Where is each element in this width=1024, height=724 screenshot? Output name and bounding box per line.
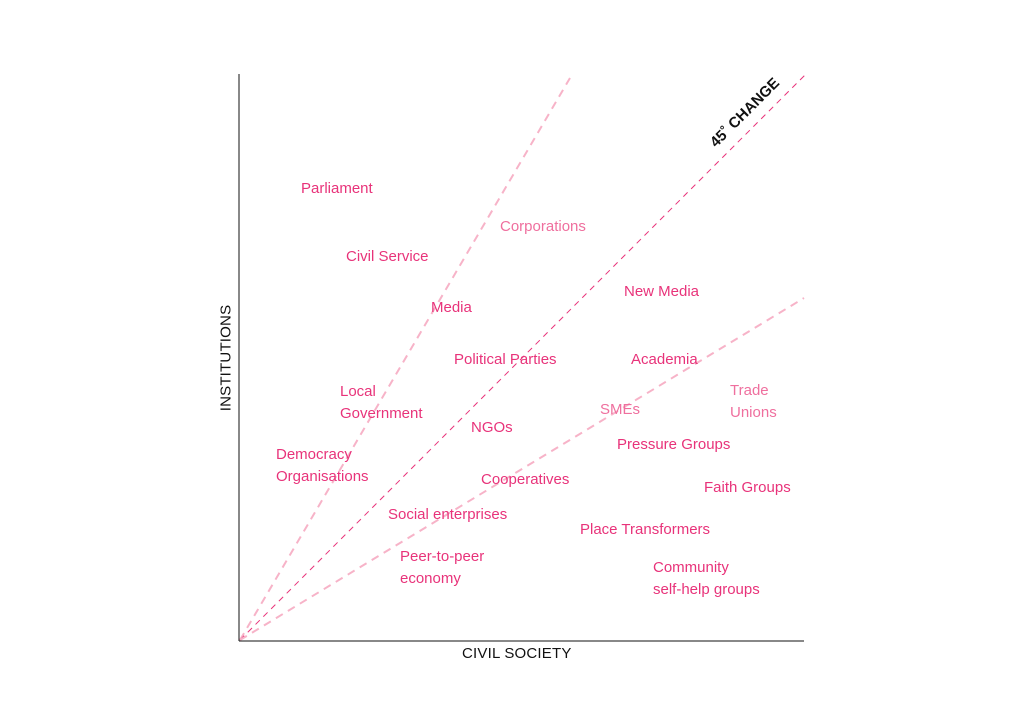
item-parliament: Parliament — [301, 178, 373, 200]
item-line: Cooperatives — [481, 471, 570, 488]
item-line: Organisations — [276, 468, 369, 485]
item-line: New Media — [624, 283, 700, 300]
item-political-parties: Political Parties — [454, 349, 557, 371]
dashed-guide-steep — [239, 77, 571, 641]
item-line: Place Transformers — [580, 521, 711, 538]
dashed-guide-shallow — [239, 297, 805, 641]
item-line: Local — [340, 383, 376, 400]
dashed-guide-45 — [239, 73, 807, 641]
item-democracy-organisations: Democracy Organisations — [276, 444, 369, 488]
item-line: Corporations — [500, 218, 586, 235]
item-line: Democracy — [276, 446, 352, 463]
x-axis-label: CIVIL SOCIETY — [462, 645, 572, 662]
item-media: Media — [431, 297, 472, 319]
item-smes: SMEs — [600, 399, 640, 421]
item-line: Unions — [730, 404, 777, 421]
item-line: NGOs — [471, 419, 513, 436]
item-peer-to-peer-economy: Peer-to-peer economy — [400, 546, 484, 590]
item-ngos: NGOs — [471, 417, 513, 439]
item-line: Faith Groups — [704, 479, 791, 496]
item-cooperatives: Cooperatives — [481, 469, 569, 491]
diagonal-label: 45˚ CHANGE — [707, 75, 783, 151]
item-line: Pressure Groups — [617, 436, 731, 453]
item-place-transformers: Place Transformers — [580, 519, 710, 541]
item-corporations: Corporations — [500, 216, 586, 238]
item-local-government: Local Government — [340, 381, 423, 425]
item-trade-unions: Trade Unions — [730, 380, 777, 424]
item-social-enterprises: Social enterprises — [388, 504, 507, 526]
item-academia: Academia — [631, 349, 698, 371]
item-line: Political Parties — [454, 351, 557, 368]
item-line: Trade — [730, 382, 769, 399]
item-line: economy — [400, 570, 461, 587]
item-pressure-groups: Pressure Groups — [617, 434, 730, 456]
item-line: Civil Service — [346, 248, 429, 265]
item-civil-service: Civil Service — [346, 246, 429, 268]
item-line: SMEs — [600, 401, 641, 418]
item-line: Parliament — [301, 180, 373, 197]
item-faith-groups: Faith Groups — [704, 477, 791, 499]
item-line: Social enterprises — [388, 506, 508, 523]
item-line: self-help groups — [653, 581, 760, 598]
item-line: Media — [431, 299, 472, 316]
item-line: Community — [653, 559, 729, 576]
item-line: Academia — [631, 351, 698, 368]
y-axis-label: INSTITUTIONS — [217, 304, 235, 412]
item-line: Peer-to-peer — [400, 548, 485, 565]
item-line: Government — [340, 405, 423, 422]
item-new-media: New Media — [624, 281, 699, 303]
item-community-self-help-groups: Community self-help groups — [653, 557, 760, 601]
